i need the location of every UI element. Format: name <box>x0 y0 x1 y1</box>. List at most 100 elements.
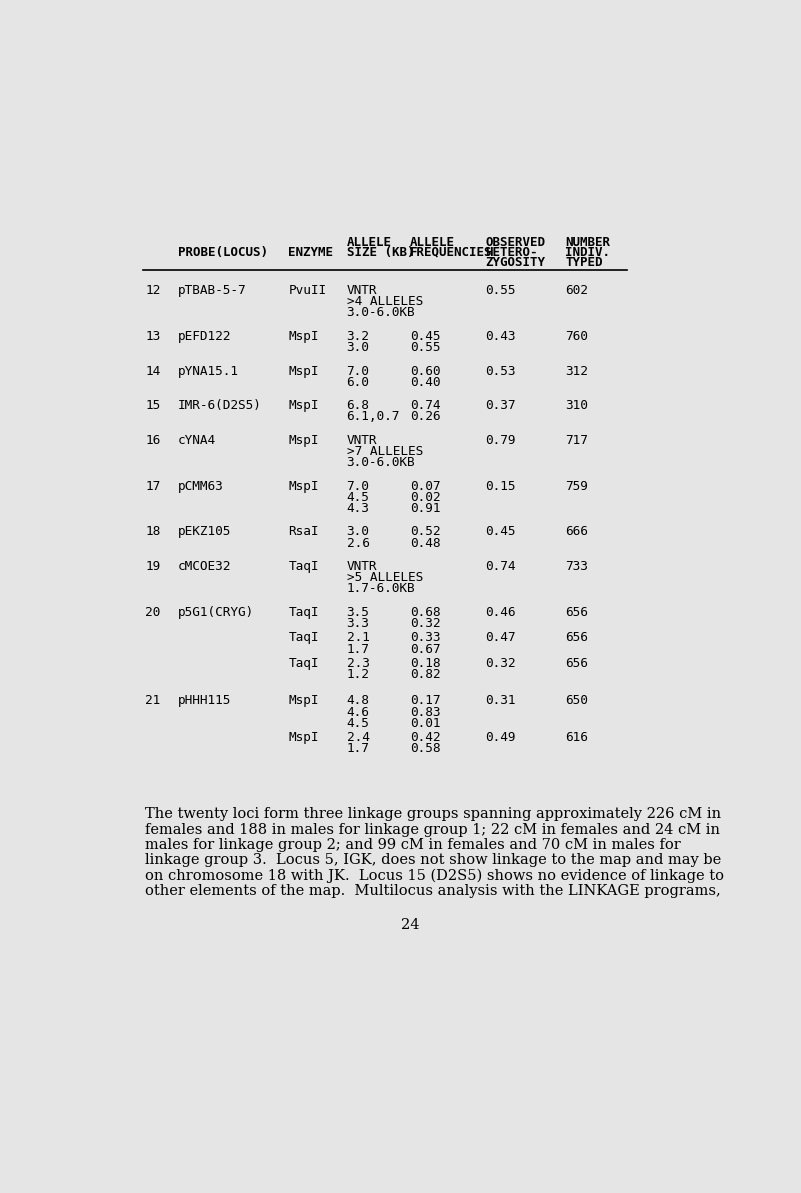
Text: 16: 16 <box>145 434 160 447</box>
Text: MspI: MspI <box>288 731 319 744</box>
Text: 2.3: 2.3 <box>347 657 369 669</box>
Text: 18: 18 <box>145 525 160 538</box>
Text: 0.33: 0.33 <box>410 631 441 644</box>
Text: MspI: MspI <box>288 480 319 493</box>
Text: HETERO-: HETERO- <box>485 246 537 259</box>
Text: 3.0-6.0KB: 3.0-6.0KB <box>347 456 415 469</box>
Text: NUMBER: NUMBER <box>566 235 610 248</box>
Text: PvuII: PvuII <box>288 284 327 297</box>
Text: 0.67: 0.67 <box>410 643 441 655</box>
Text: PROBE(LOCUS): PROBE(LOCUS) <box>178 246 268 259</box>
Text: 0.02: 0.02 <box>410 490 441 503</box>
Text: IMR-6(D2S5): IMR-6(D2S5) <box>178 400 261 413</box>
Text: cYNA4: cYNA4 <box>178 434 215 447</box>
Text: 310: 310 <box>566 400 588 413</box>
Text: TYPED: TYPED <box>566 255 602 268</box>
Text: 0.15: 0.15 <box>485 480 516 493</box>
Text: 656: 656 <box>566 657 588 669</box>
Text: males for linkage group 2; and 99 cM in females and 70 cM in males for: males for linkage group 2; and 99 cM in … <box>145 839 681 852</box>
Text: 15: 15 <box>145 400 160 413</box>
Text: 312: 312 <box>566 365 588 377</box>
Text: 0.32: 0.32 <box>410 617 441 630</box>
Text: >5 ALLELES: >5 ALLELES <box>347 571 423 585</box>
Text: 12: 12 <box>145 284 160 297</box>
Text: 0.45: 0.45 <box>410 330 441 342</box>
Text: 759: 759 <box>566 480 588 493</box>
Text: 6.8: 6.8 <box>347 400 369 413</box>
Text: 0.91: 0.91 <box>410 502 441 515</box>
Text: pEKZ105: pEKZ105 <box>178 525 231 538</box>
Text: 24: 24 <box>400 919 420 932</box>
Text: The twenty loci form three linkage groups spanning approximately 226 cM in: The twenty loci form three linkage group… <box>145 808 721 821</box>
Text: VNTR: VNTR <box>347 561 377 573</box>
Text: 2.6: 2.6 <box>347 537 369 550</box>
Text: 0.68: 0.68 <box>410 606 441 619</box>
Text: pCMM63: pCMM63 <box>178 480 223 493</box>
Text: 0.82: 0.82 <box>410 668 441 681</box>
Text: 3.3: 3.3 <box>347 617 369 630</box>
Text: 6.1,0.7: 6.1,0.7 <box>347 410 400 424</box>
Text: 0.40: 0.40 <box>410 376 441 389</box>
Text: MspI: MspI <box>288 330 319 342</box>
Text: ALLELE: ALLELE <box>347 235 392 248</box>
Text: 0.37: 0.37 <box>485 400 516 413</box>
Text: 14: 14 <box>145 365 160 377</box>
Text: 4.8: 4.8 <box>347 694 369 707</box>
Text: 602: 602 <box>566 284 588 297</box>
Text: 0.42: 0.42 <box>410 731 441 744</box>
Text: TaqI: TaqI <box>288 631 319 644</box>
Text: other elements of the map.  Multilocus analysis with the LINKAGE programs,: other elements of the map. Multilocus an… <box>145 884 721 898</box>
Text: females and 188 in males for linkage group 1; 22 cM in females and 24 cM in: females and 188 in males for linkage gro… <box>145 823 720 836</box>
Text: 0.46: 0.46 <box>485 606 516 619</box>
Text: >7 ALLELES: >7 ALLELES <box>347 445 423 458</box>
Text: 0.01: 0.01 <box>410 717 441 730</box>
Text: VNTR: VNTR <box>347 284 377 297</box>
Text: 0.55: 0.55 <box>485 284 516 297</box>
Text: 3.0: 3.0 <box>347 341 369 354</box>
Text: MspI: MspI <box>288 434 319 447</box>
Text: 0.26: 0.26 <box>410 410 441 424</box>
Text: 0.52: 0.52 <box>410 525 441 538</box>
Text: 21: 21 <box>145 694 160 707</box>
Text: 717: 717 <box>566 434 588 447</box>
Text: 666: 666 <box>566 525 588 538</box>
Text: SIZE (KB): SIZE (KB) <box>347 246 414 259</box>
Text: 17: 17 <box>145 480 160 493</box>
Text: 0.43: 0.43 <box>485 330 516 342</box>
Text: 0.17: 0.17 <box>410 694 441 707</box>
Text: 3.0: 3.0 <box>347 525 369 538</box>
Text: 650: 650 <box>566 694 588 707</box>
Text: MspI: MspI <box>288 694 319 707</box>
Text: pHHH115: pHHH115 <box>178 694 231 707</box>
Text: 3.0-6.0KB: 3.0-6.0KB <box>347 307 415 320</box>
Text: >4 ALLELES: >4 ALLELES <box>347 295 423 308</box>
Text: 0.07: 0.07 <box>410 480 441 493</box>
Text: 0.31: 0.31 <box>485 694 516 707</box>
Text: 20: 20 <box>145 606 160 619</box>
Text: 616: 616 <box>566 731 588 744</box>
Text: 733: 733 <box>566 561 588 573</box>
Text: 2.1: 2.1 <box>347 631 369 644</box>
Text: 760: 760 <box>566 330 588 342</box>
Text: 7.0: 7.0 <box>347 365 369 377</box>
Text: 3.5: 3.5 <box>347 606 369 619</box>
Text: 6.0: 6.0 <box>347 376 369 389</box>
Text: 0.60: 0.60 <box>410 365 441 377</box>
Text: MspI: MspI <box>288 365 319 377</box>
Text: 656: 656 <box>566 631 588 644</box>
Text: 4.5: 4.5 <box>347 717 369 730</box>
Text: 0.48: 0.48 <box>410 537 441 550</box>
Text: 7.0: 7.0 <box>347 480 369 493</box>
Text: 4.3: 4.3 <box>347 502 369 515</box>
Text: 0.45: 0.45 <box>485 525 516 538</box>
Text: 0.47: 0.47 <box>485 631 516 644</box>
Text: MspI: MspI <box>288 400 319 413</box>
Text: 1.7-6.0KB: 1.7-6.0KB <box>347 582 415 595</box>
Text: ZYGOSITY: ZYGOSITY <box>485 255 545 268</box>
Text: linkage group 3.  Locus 5, IGK, does not show linkage to the map and may be: linkage group 3. Locus 5, IGK, does not … <box>145 853 722 867</box>
Text: TaqI: TaqI <box>288 561 319 573</box>
Text: 656: 656 <box>566 606 588 619</box>
Text: FREQUENCIES: FREQUENCIES <box>410 246 493 259</box>
Text: pTBAB-5-7: pTBAB-5-7 <box>178 284 246 297</box>
Text: INDIV.: INDIV. <box>566 246 610 259</box>
